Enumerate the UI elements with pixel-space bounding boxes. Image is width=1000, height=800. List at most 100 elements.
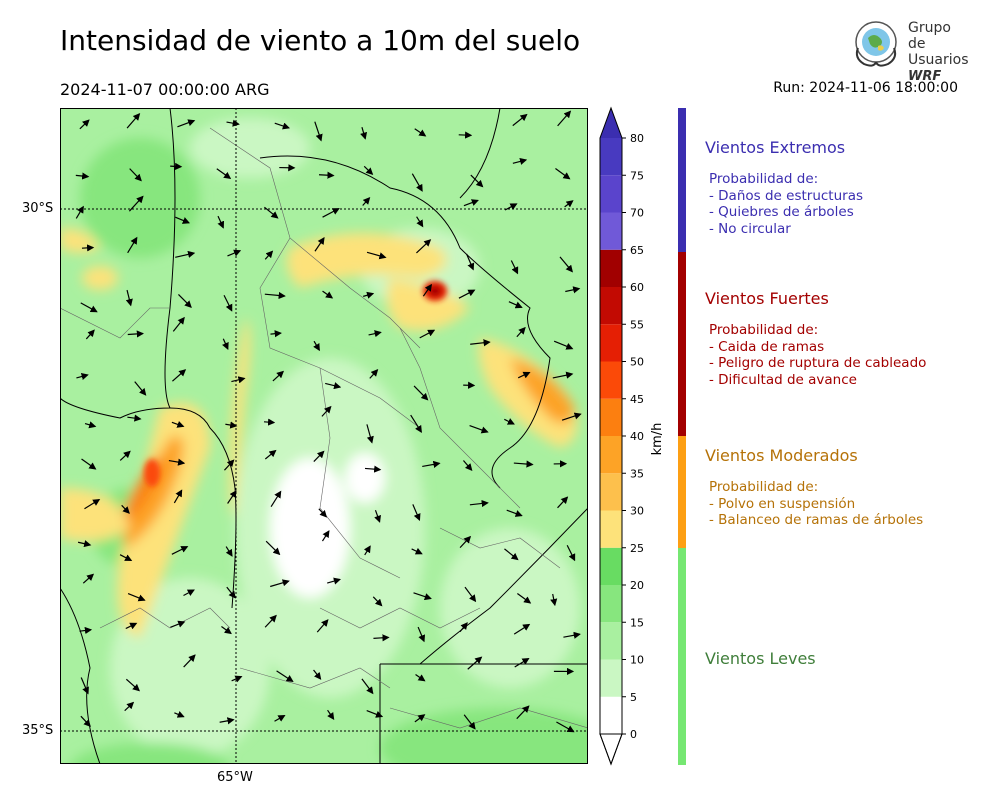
wind-arrow	[504, 548, 519, 561]
wind-arrow	[170, 620, 186, 628]
wind-arrow	[363, 291, 375, 299]
category-item: - Balanceo de ramas de árboles	[709, 512, 924, 528]
run-time: Run: 2024-11-06 18:00:00	[773, 80, 958, 96]
wind-arrow	[183, 654, 196, 668]
wind-arrow	[413, 385, 429, 401]
wind-arrow	[414, 714, 426, 723]
category-item: - Polvo en suspensión	[709, 495, 856, 512]
wind-arrow	[419, 329, 436, 339]
colorbar-swatch	[600, 622, 622, 660]
wind-field	[60, 118, 588, 764]
probability-label: Probabilidad de:	[709, 479, 819, 495]
wind-arrow	[415, 674, 426, 682]
category-description: Probabilidad de: - Daños de estructuras …	[709, 171, 863, 237]
wind-arrow	[467, 656, 483, 670]
wind-arrow	[566, 544, 576, 562]
wind-arrow	[458, 289, 476, 299]
category-extremos: Vientos Extremos Probabilidad de: - Daño…	[705, 138, 863, 237]
wind-arrow	[411, 547, 423, 555]
wind-arrow	[217, 215, 225, 229]
wind-arrow	[127, 414, 142, 422]
wind-arrow	[85, 329, 95, 340]
wind-arrow	[225, 546, 233, 557]
wind-arrow	[513, 460, 534, 468]
valid-time: 2024-11-07 00:00:00 ARG	[60, 80, 270, 99]
colorbar-tick-label: 75	[630, 169, 644, 182]
wind-arrow	[227, 490, 237, 504]
category-title: Vientos Leves	[705, 649, 816, 668]
wind-arrow	[327, 709, 335, 720]
category-moderados: Vientos Moderados Probabilidad de: - Pol…	[705, 446, 923, 529]
wind-arrows	[75, 110, 582, 733]
globe-logo-icon	[855, 21, 897, 67]
wind-arrow	[124, 701, 135, 712]
wind-arrow	[79, 626, 93, 635]
wind-arrow	[470, 339, 491, 347]
wind-arrow	[414, 128, 427, 137]
wind-arrow	[276, 670, 294, 682]
colorbar-tick-label: 20	[630, 579, 644, 592]
wind-arrow	[177, 119, 196, 128]
wind-arrow	[125, 289, 133, 307]
category-item: - Daños de estructuras	[709, 187, 864, 204]
wind-arrow	[514, 657, 530, 668]
wind-arrow	[127, 236, 138, 254]
colorbar-tick-label: 80	[630, 132, 644, 145]
wind-arrow	[412, 504, 421, 522]
colorbar-tick-label: 60	[630, 281, 644, 294]
wind-arrow	[128, 195, 144, 212]
logo-line1: Grupo de	[908, 20, 951, 52]
wind-arrow	[227, 249, 242, 257]
wind-arrow	[552, 371, 574, 379]
colorbar-swatch	[600, 249, 622, 287]
wind-arrow	[127, 330, 145, 338]
wind-arrow	[513, 623, 531, 635]
colorbar-tick-label: 65	[630, 244, 644, 257]
wind-arrow	[126, 113, 141, 129]
wind-arrow	[517, 371, 531, 379]
wind-arrow	[223, 294, 233, 312]
wind-arrow	[363, 165, 374, 176]
map-title: Intensidad de viento a 10m del suelo	[60, 24, 581, 57]
colorbar-tick-label: 5	[630, 691, 637, 704]
wind-arrow	[270, 330, 282, 338]
wind-arrow	[557, 496, 569, 509]
wind-arrow	[219, 717, 235, 725]
category-item: - Caida de ramas	[709, 338, 825, 355]
wind-arrow	[313, 340, 320, 352]
category-description: Probabilidad de: - Polvo en suspensión -…	[709, 479, 923, 529]
colorbar-swatch	[600, 212, 622, 250]
colorbar-swatch	[600, 138, 622, 176]
wind-arrow	[314, 237, 325, 252]
wind-arrow	[512, 113, 528, 127]
wind-arrow	[221, 625, 232, 635]
wind-arrow	[366, 424, 374, 444]
wind-arrow	[134, 381, 147, 396]
wind-arrow	[325, 382, 342, 390]
wind-arrow	[559, 256, 573, 273]
wind-arrow	[175, 250, 196, 258]
wind-arrow	[231, 675, 243, 683]
wind-arrow	[316, 619, 329, 633]
wind-arrow	[557, 110, 572, 127]
wind-arrow	[274, 714, 286, 722]
wind-arrow	[171, 420, 185, 428]
colorbar-swatch	[600, 510, 622, 548]
wind-arrow	[459, 535, 472, 549]
wind-arrow	[129, 168, 142, 182]
colorbar-extend-min	[599, 733, 623, 766]
colorbar-swatch	[600, 585, 622, 623]
wind-arrow	[174, 711, 185, 718]
wind-arrow	[80, 677, 89, 695]
colorbar-swatch	[600, 361, 622, 399]
wind-arrow	[81, 458, 97, 470]
wind-arrow	[80, 715, 91, 727]
colorbar-tick-label: 30	[630, 505, 644, 518]
category-item: - Dificultad de avance	[709, 371, 857, 388]
wind-arrow	[82, 573, 95, 584]
wind-arrow	[411, 173, 423, 192]
wind-arrow	[550, 593, 558, 607]
wind-arrow	[504, 418, 515, 425]
wind-arrow	[508, 301, 523, 309]
colorbar-swatch	[600, 324, 622, 362]
